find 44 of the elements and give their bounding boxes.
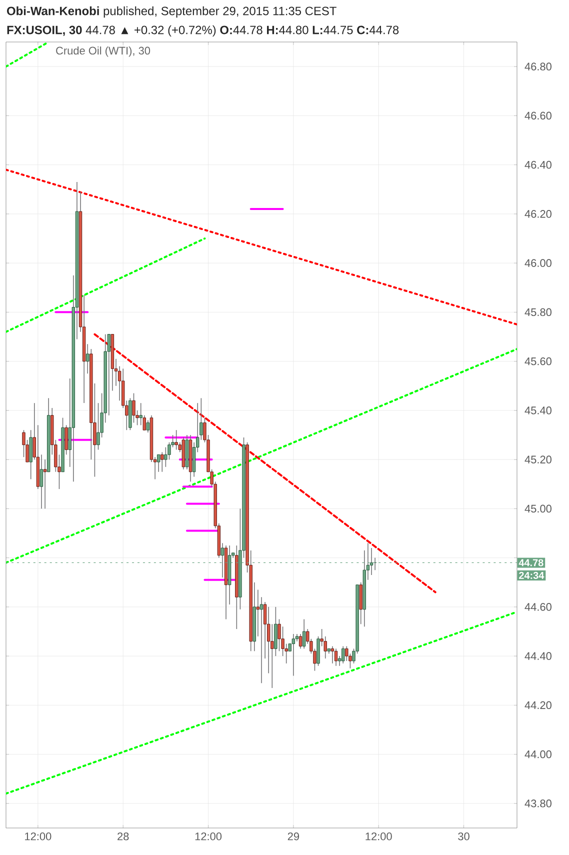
candlestick [164, 446, 168, 468]
candlestick [43, 459, 47, 510]
x-tick-label: 28 [118, 832, 129, 840]
candlestick [302, 618, 306, 650]
candlestick [132, 392, 136, 424]
y-tick-label: 44.40 [524, 652, 552, 660]
x-tick-label: 12:00 [25, 832, 52, 840]
y-tick-label: 44.00 [524, 750, 552, 758]
candlestick [160, 452, 164, 472]
text: Obi-Wan-Kenobi published, September 29, 2015 11:35 CEST [7, 6, 336, 18]
x-tick-label: 12:00 [195, 832, 222, 840]
y-tick-label: 45.20 [524, 456, 552, 464]
ref-line-label: 44.78 [518, 559, 544, 566]
x-tick-label: 12:00 [366, 832, 392, 840]
candlestick [330, 646, 334, 664]
y-tick-label: 45.00 [524, 504, 552, 513]
x-tick-label: 29 [288, 832, 300, 840]
candlestick [139, 402, 142, 426]
candlestick [278, 618, 281, 652]
y-tick-label: 45.60 [524, 357, 552, 366]
candlestick [86, 344, 90, 374]
candlestick [40, 454, 44, 510]
candlestick [64, 424, 68, 456]
text: FX:USOIL, 30 44.78 ▲ +0.32 (+0.72%) O:44.78 H:44.80 L:44.75 C:44.78 [7, 25, 399, 37]
candlestick [146, 420, 150, 433]
y-tick-label: 43.80 [524, 800, 552, 808]
y-tick-label: 45.40 [524, 406, 552, 414]
candlestick [334, 648, 338, 666]
y-tick-label: 44.20 [524, 701, 552, 710]
candlestick [256, 589, 260, 637]
candlestick [298, 634, 302, 650]
y-tick-label: 46.40 [524, 160, 552, 169]
candlestick [342, 646, 345, 664]
chart-title: Crude Oil (WTI), 30 [56, 46, 150, 57]
candlestick [292, 634, 296, 676]
y-tick-label: 45.80 [524, 308, 552, 316]
y-tick-label: 46.20 [524, 210, 552, 218]
candlestick [174, 430, 178, 450]
y-tick-label: 46.00 [524, 259, 552, 267]
text: 24:34 [519, 572, 544, 579]
y-tick-label: 44.60 [524, 603, 552, 611]
y-tick-label: 46.80 [524, 62, 552, 70]
y-tick-label: 46.60 [524, 112, 552, 120]
x-tick-label: 30 [458, 832, 470, 840]
